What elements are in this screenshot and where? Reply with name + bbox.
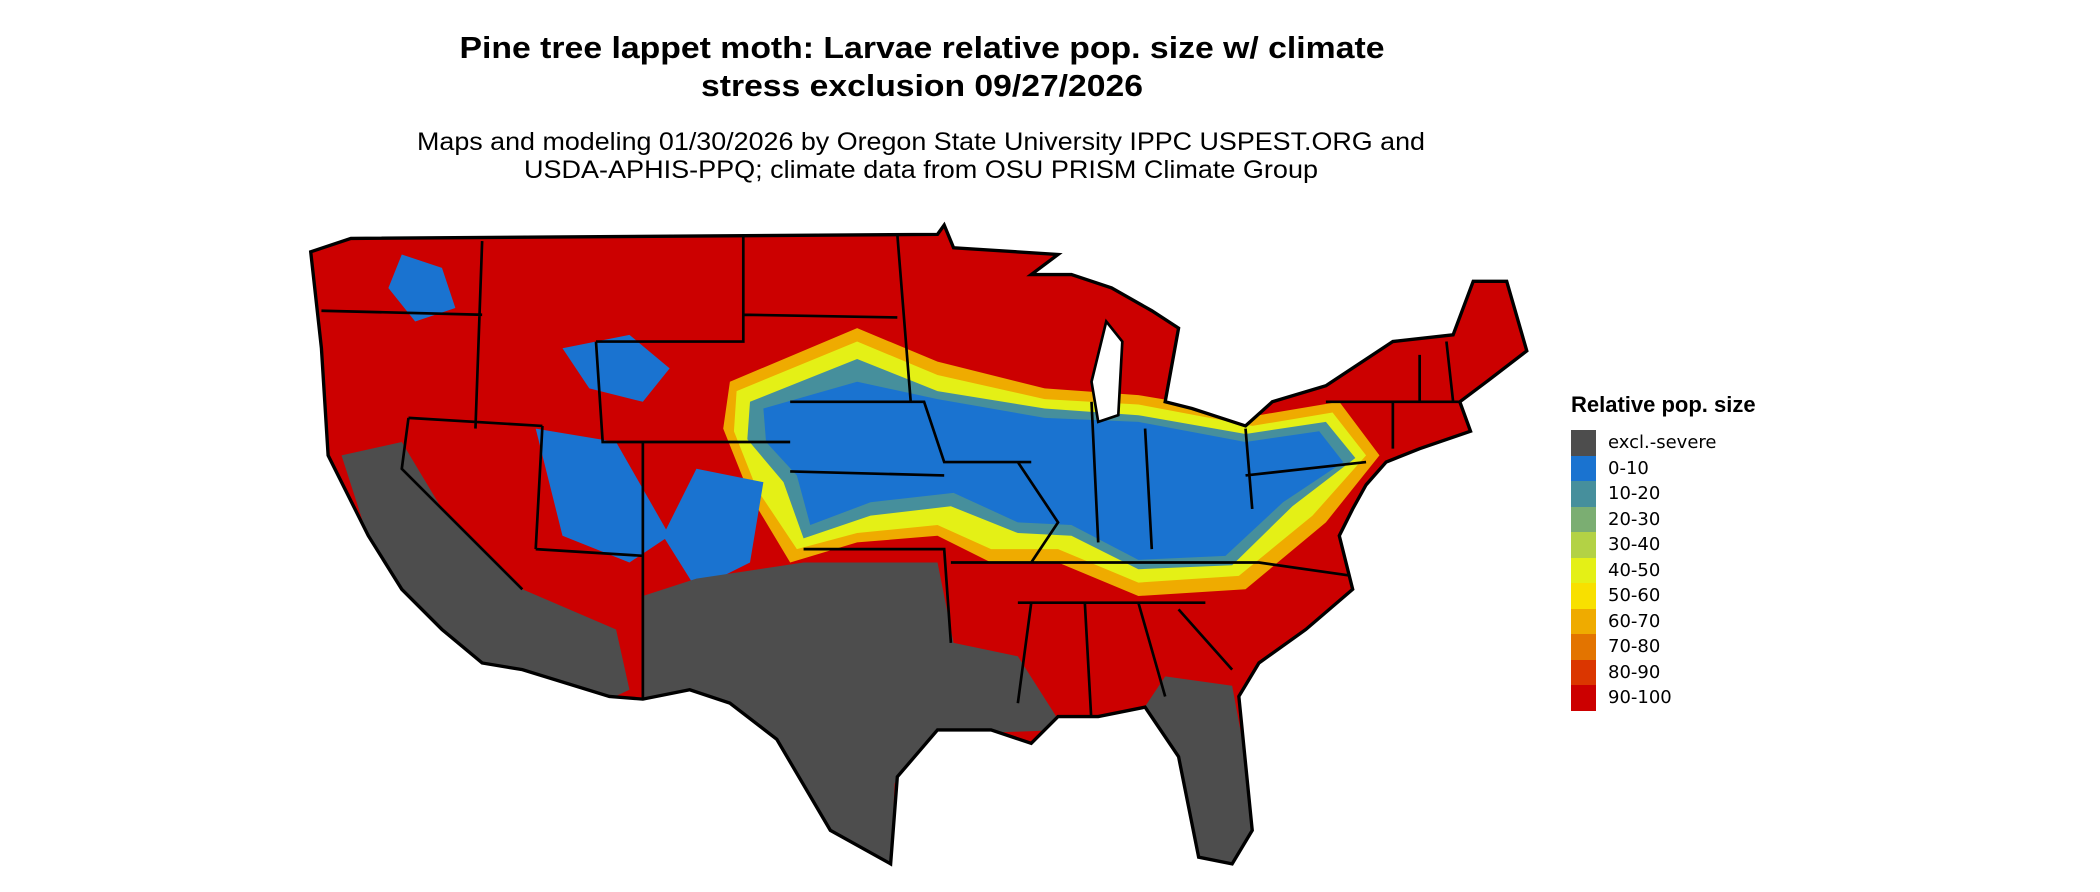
legend-item: 80-90 <box>1571 659 1756 685</box>
region-excluded-southwest <box>341 441 630 700</box>
map-title-line1: Pine tree lappet moth: Larvae relative p… <box>460 30 1385 65</box>
legend-item: excl.-severe <box>1571 430 1756 456</box>
region-excluded-florida <box>1141 676 1259 864</box>
legend-swatch <box>1571 608 1596 634</box>
title-block: Pine tree lappet moth: Larvae relative p… <box>417 30 1425 184</box>
legend-label: 20-30 <box>1608 508 1661 530</box>
legend-item: 50-60 <box>1571 583 1756 609</box>
legend-swatch <box>1571 430 1596 456</box>
legend-label: 10-20 <box>1608 483 1661 505</box>
legend-item: 30-40 <box>1571 532 1756 558</box>
legend-label: 90-100 <box>1608 687 1672 709</box>
legend-swatch <box>1571 634 1596 660</box>
legend-items: excl.-severe 0-10 10-20 20-30 30-40 40-50 50-6… <box>1571 430 1756 711</box>
legend-item: 10-20 <box>1571 481 1756 507</box>
lake-michigan <box>1090 318 1124 424</box>
legend-swatch <box>1571 557 1596 583</box>
legend-label: 40-50 <box>1608 559 1661 581</box>
legend-item: 60-70 <box>1571 608 1756 634</box>
region-excluded-texas <box>642 562 1065 864</box>
legend-item: 20-30 <box>1571 506 1756 532</box>
region-0-10 <box>763 381 1344 560</box>
legend-label: 60-70 <box>1608 610 1661 632</box>
map-subtitle-line2: USDA-APHIS-PPQ; climate data from OSU PR… <box>524 156 1318 184</box>
legend-swatch <box>1571 455 1596 481</box>
map-subtitle-line1: Maps and modeling 01/30/2026 by Oregon S… <box>417 128 1425 156</box>
legend-label: 50-60 <box>1608 585 1661 607</box>
legend-label: 80-90 <box>1608 661 1661 683</box>
legend-swatch <box>1571 685 1596 711</box>
legend-label: excl.-severe <box>1608 432 1717 454</box>
legend-item: 40-50 <box>1571 557 1756 583</box>
legend-label: 70-80 <box>1608 636 1661 658</box>
legend-swatch <box>1571 506 1596 532</box>
legend-swatch <box>1571 481 1596 507</box>
map-title-line2: stress exclusion 09/27/2026 <box>701 68 1143 103</box>
legend-label: 0-10 <box>1608 457 1649 479</box>
legend-swatch <box>1571 532 1596 558</box>
state-borders <box>321 234 1467 724</box>
legend-item: 90-100 <box>1571 685 1756 711</box>
legend-item: 0-10 <box>1571 455 1756 481</box>
legend-label: 30-40 <box>1608 534 1661 556</box>
legend-swatch <box>1571 583 1596 609</box>
legend-title: Relative pop. size <box>1571 392 1756 417</box>
legend: Relative pop. size excl.-severe 0-10 10-20… <box>1571 392 1756 711</box>
legend-item: 70-80 <box>1571 634 1756 660</box>
legend-swatch <box>1571 659 1596 685</box>
